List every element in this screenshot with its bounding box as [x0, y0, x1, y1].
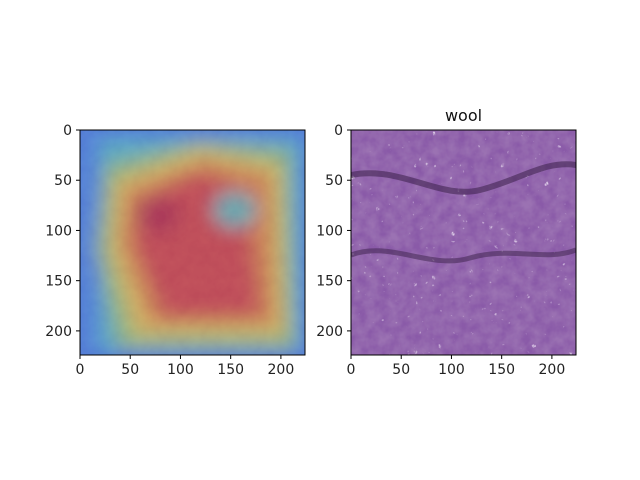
y-tick-label: 0 — [334, 123, 343, 139]
y-tick-label: 0 — [63, 123, 72, 139]
crystal-image — [351, 130, 576, 355]
x-tick-label: 50 — [121, 362, 139, 378]
x-tick-label: 150 — [488, 362, 515, 378]
y-tick-label: 150 — [45, 274, 72, 290]
x-tick-label: 0 — [76, 362, 85, 378]
x-tick-label: 100 — [438, 362, 465, 378]
y-tick-label: 50 — [325, 173, 343, 189]
y-tick-label: 150 — [316, 274, 343, 290]
x-tick-label: 150 — [217, 362, 244, 378]
y-tick-label: 100 — [316, 223, 343, 239]
x-tick-label: 0 — [347, 362, 356, 378]
x-tick-label: 100 — [167, 362, 194, 378]
image-panel: 0 50 100 150 200 0 50 100 150 200 wool — [316, 106, 577, 378]
y-tick-label: 200 — [45, 324, 72, 340]
y-tick-label: 200 — [316, 324, 343, 340]
image-ticks: 0 50 100 150 200 0 50 100 150 200 — [316, 123, 565, 378]
y-tick-label: 50 — [54, 173, 72, 189]
heatmap-panel: 0 50 100 150 200 0 50 100 150 200 — [45, 123, 306, 378]
x-tick-label: 200 — [268, 362, 295, 378]
x-tick-label: 50 — [392, 362, 410, 378]
y-tick-label: 100 — [45, 223, 72, 239]
heatmap-image — [80, 130, 305, 355]
heatmap-ticks: 0 50 100 150 200 0 50 100 150 200 — [45, 123, 294, 378]
x-tick-label: 200 — [539, 362, 566, 378]
image-title: wool — [445, 106, 482, 125]
image-axes-frame — [350, 129, 577, 356]
heatmap-axes-frame — [79, 129, 306, 356]
